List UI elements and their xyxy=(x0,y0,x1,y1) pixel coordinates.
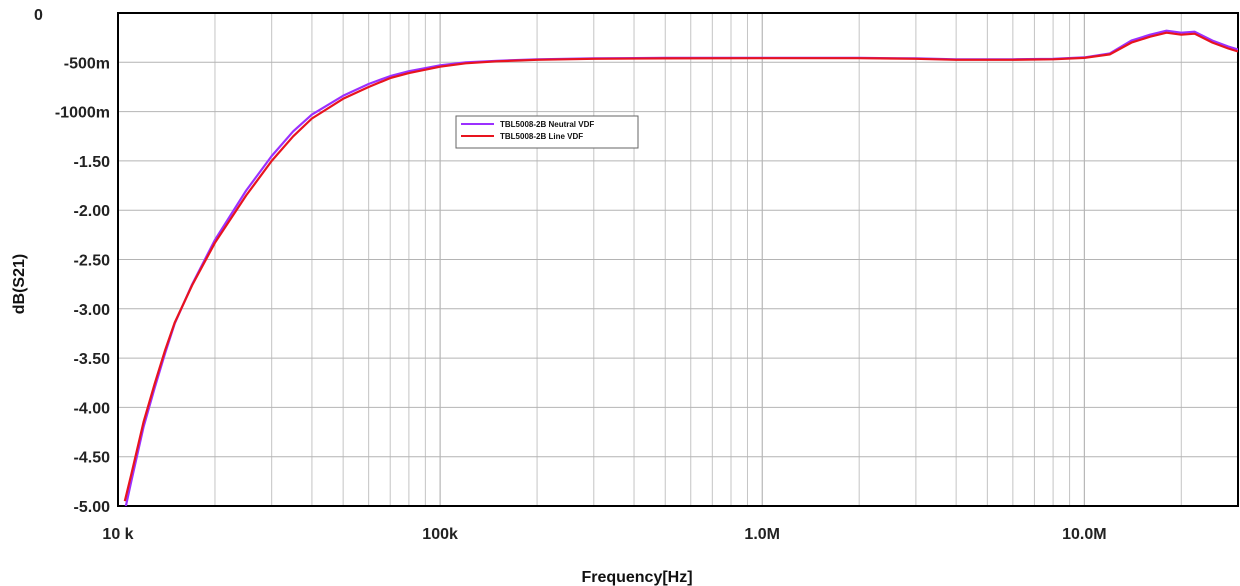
x-axis-label: Frequency[Hz] xyxy=(581,569,692,586)
y-axis-tick-labels: 0 -500m -1000m -1.50 -2.00 -2.50 -3.00 -3.50 -4.… xyxy=(34,7,110,516)
y-tick-label: -2.50 xyxy=(74,253,111,270)
y-tick-label: -4.50 xyxy=(74,450,111,467)
x-tick-label: 100k xyxy=(422,526,458,543)
plot-area-frame xyxy=(117,12,1239,507)
y-tick-label: -5.00 xyxy=(74,499,111,516)
y-axis-label: dB(S21) xyxy=(11,254,28,314)
series-lines xyxy=(123,29,1238,506)
grid xyxy=(118,13,1238,506)
y-tick-label: -500m xyxy=(64,55,110,72)
y-tick-label: -3.50 xyxy=(74,351,111,368)
x-tick-label: 1.0M xyxy=(744,526,780,543)
x-tick-label: 10 k xyxy=(102,526,133,543)
y-tick-label: -1.50 xyxy=(74,154,111,171)
legend-label-1: TBL5008-2B Neutral VDF xyxy=(500,120,594,129)
x-axis-tick-labels: 10 k 100k 1.0M 10.0M xyxy=(102,526,1106,543)
y-tick-label: -1000m xyxy=(55,105,110,122)
x-tick-label: 10.0M xyxy=(1062,526,1106,543)
y-tick-label: -2.00 xyxy=(74,203,111,220)
legend-box xyxy=(455,115,639,149)
y-tick-label: -3.00 xyxy=(74,302,111,319)
series-line-2 xyxy=(123,31,1238,502)
y-tick-label: -4.00 xyxy=(74,400,111,417)
y-tick-label: 0 xyxy=(34,7,43,24)
legend-label-2: TBL5008-2B Line VDF xyxy=(500,132,583,141)
legend: TBL5008-2B Neutral VDF TBL5008-2B Line VD… xyxy=(455,115,639,149)
